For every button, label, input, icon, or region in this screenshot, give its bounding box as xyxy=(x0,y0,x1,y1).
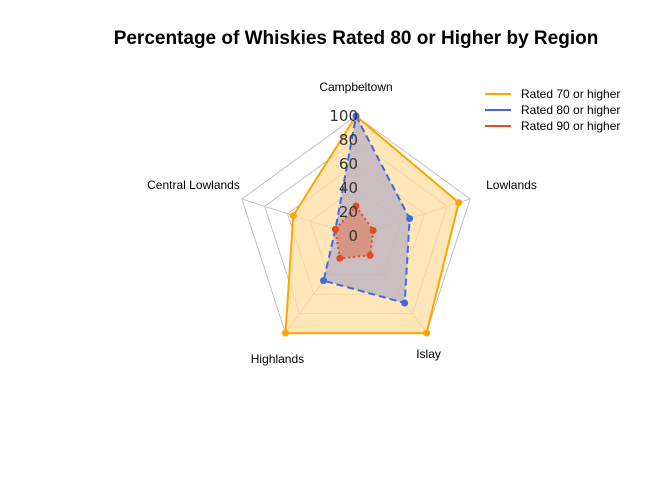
data-point xyxy=(320,277,328,285)
data-point xyxy=(423,329,431,337)
data-point xyxy=(369,226,377,234)
tick-label: 0 xyxy=(348,227,358,245)
category-label-campbeltown: Campbeltown xyxy=(319,80,392,94)
legend-entry: Rated 80 or higher xyxy=(521,103,620,117)
category-label-lowlands: Lowlands xyxy=(486,178,537,192)
category-label-highlands: Highlands xyxy=(251,352,304,366)
tick-label: 100 xyxy=(329,107,358,125)
tick-label: 40 xyxy=(339,179,358,197)
data-point xyxy=(406,215,414,223)
chart-title: Percentage of Whiskies Rated 80 or Highe… xyxy=(113,28,599,49)
series-rated-90-or-higher xyxy=(331,202,377,262)
legend-entry: Rated 70 or higher xyxy=(521,87,620,101)
legend: Rated 70 or higher Rated 80 or higher Rate… xyxy=(485,87,620,133)
series-line xyxy=(284,114,460,335)
series-line xyxy=(322,112,411,305)
data-point xyxy=(336,254,344,262)
legend-entry: Rated 90 or higher xyxy=(521,119,620,133)
series-line xyxy=(334,204,375,260)
data-point xyxy=(352,112,360,120)
tick-label: 20 xyxy=(339,203,358,221)
category-label-islay: Islay xyxy=(416,347,441,361)
category-labels: Campbeltown Lowlands Islay Highlands Central… xyxy=(147,80,537,366)
series-area xyxy=(335,206,374,259)
tick-label: 60 xyxy=(339,155,358,173)
category-label-central-lowlands: Central Lowlands xyxy=(147,178,240,192)
radial-tick-labels: 0 20 40 60 80 100 xyxy=(329,107,358,245)
data-point xyxy=(401,299,409,307)
radar-series xyxy=(281,112,463,337)
tick-label: 80 xyxy=(339,131,358,149)
data-point xyxy=(352,202,360,210)
data-point xyxy=(281,329,289,337)
data-point xyxy=(289,212,297,220)
data-point xyxy=(455,199,463,207)
data-point xyxy=(331,225,339,233)
data-point xyxy=(366,251,374,259)
